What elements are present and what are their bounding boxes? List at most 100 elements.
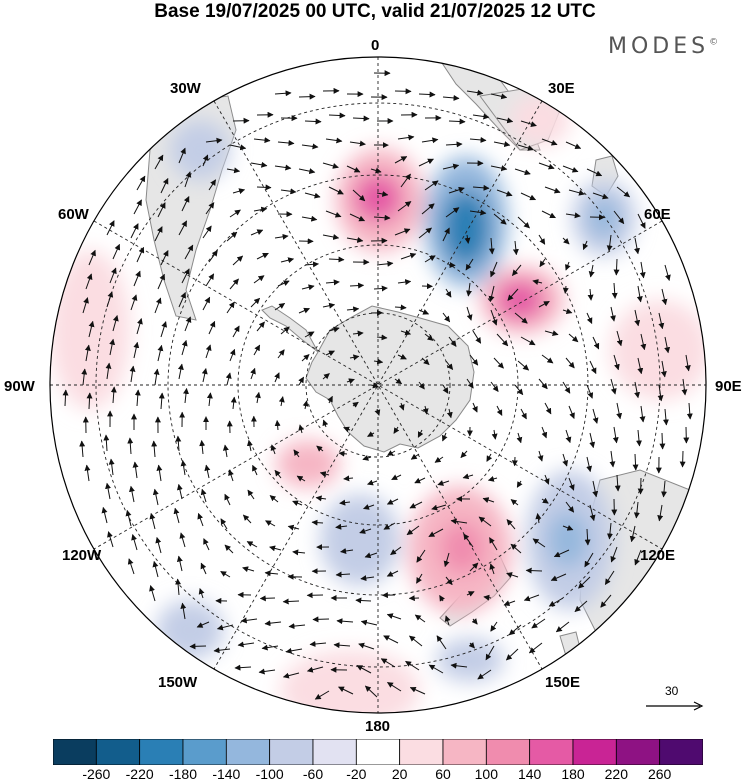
wind-arrow bbox=[201, 368, 208, 383]
wind-arrow bbox=[229, 348, 236, 362]
wind-arrow bbox=[274, 420, 281, 431]
wind-arrow bbox=[592, 408, 599, 424]
wind-arrow bbox=[367, 479, 378, 486]
wind-arrow bbox=[349, 354, 360, 361]
colorbar-tick-label: 220 bbox=[604, 766, 629, 782]
reference-vector-label: 30 bbox=[665, 684, 679, 698]
wind-arrow bbox=[541, 426, 548, 439]
wind-arrow bbox=[538, 234, 546, 245]
longitude-label: 180 bbox=[365, 718, 391, 735]
wind-arrow bbox=[256, 184, 272, 191]
wind-arrow bbox=[277, 140, 295, 146]
wind-arrow bbox=[541, 138, 558, 146]
wind-arrow bbox=[538, 378, 548, 390]
wind-arrow bbox=[394, 378, 403, 385]
wind-arrow bbox=[325, 137, 343, 144]
colorbar-tick-label: 20 bbox=[391, 766, 408, 782]
colorbar-swatch bbox=[399, 739, 444, 765]
wind-arrow bbox=[442, 94, 460, 101]
negative-anomaly bbox=[436, 638, 504, 682]
wind-arrow bbox=[149, 512, 156, 530]
wind-arrow bbox=[325, 210, 342, 218]
wind-arrow bbox=[445, 360, 454, 370]
wind-arrow bbox=[242, 566, 255, 573]
wind-arrow bbox=[589, 432, 596, 449]
wind-arrow bbox=[469, 136, 487, 143]
wind-arrow bbox=[226, 301, 235, 314]
wind-arrow bbox=[489, 563, 496, 575]
wind-arrow bbox=[296, 475, 306, 482]
wind-arrow bbox=[517, 144, 534, 151]
wind-arrow bbox=[442, 163, 460, 170]
wind-arrow bbox=[327, 395, 333, 404]
wind-arrow bbox=[264, 570, 279, 577]
wind-arrow bbox=[79, 440, 86, 458]
wind-arrow bbox=[380, 658, 396, 668]
wind-arrow bbox=[565, 212, 581, 219]
graticule bbox=[50, 57, 706, 713]
wind-arrow bbox=[301, 215, 318, 222]
positive-anomaly bbox=[510, 94, 570, 146]
longitude-label: 60W bbox=[58, 206, 89, 223]
wind-arrow bbox=[636, 429, 642, 447]
wind-arrow bbox=[520, 408, 527, 420]
colorbar-tick-label: 180 bbox=[561, 766, 585, 782]
wind-arrow bbox=[414, 614, 426, 623]
positive-anomaly bbox=[440, 522, 484, 574]
wind-arrow bbox=[496, 333, 509, 347]
wind-arrow bbox=[610, 546, 618, 563]
wind-arrow bbox=[469, 354, 479, 366]
wind-arrow bbox=[105, 362, 112, 380]
wind-arrow bbox=[441, 432, 448, 442]
wind-arrow bbox=[253, 344, 261, 356]
right-arrow-icon bbox=[646, 701, 704, 711]
wind-arrow bbox=[391, 474, 402, 481]
wind-arrow bbox=[253, 137, 271, 144]
wind-arrow bbox=[510, 499, 519, 506]
wind-arrow bbox=[493, 357, 504, 369]
wind-arrow bbox=[491, 429, 498, 440]
wind-arrow bbox=[274, 469, 282, 479]
wind-arrow bbox=[634, 309, 641, 327]
wind-arrow bbox=[488, 285, 495, 303]
wind-arrow bbox=[256, 321, 265, 332]
wind-arrow bbox=[517, 360, 530, 371]
map-title: Base 19/07/2025 00 UTC, valid 21/07/2025… bbox=[154, 1, 596, 22]
colorbar-tick-label: -20 bbox=[346, 766, 367, 782]
wind-arrow bbox=[416, 549, 426, 563]
wind-arrow bbox=[450, 518, 468, 525]
wind-arrow bbox=[127, 558, 135, 575]
wind-arrow bbox=[340, 548, 354, 554]
wind-arrow bbox=[523, 594, 540, 602]
wind-arrow bbox=[490, 165, 508, 172]
colorbar-tick-label: 140 bbox=[517, 766, 542, 782]
wind-arrow bbox=[448, 336, 457, 347]
wind-arrow bbox=[568, 405, 575, 419]
wind-arrow bbox=[483, 594, 492, 601]
wind-arrow bbox=[418, 227, 432, 239]
wind-arrow bbox=[339, 499, 351, 506]
wind-arrow bbox=[229, 278, 239, 290]
wind-arrow bbox=[181, 196, 190, 212]
wind-arrow bbox=[178, 220, 188, 236]
wind-arrow bbox=[325, 279, 340, 286]
wind-arrow bbox=[203, 538, 210, 551]
wind-arrow bbox=[436, 635, 447, 650]
wind-arrow bbox=[220, 518, 228, 530]
negative-anomaly bbox=[156, 600, 224, 660]
wind-arrow bbox=[568, 189, 585, 196]
wind-arrow bbox=[613, 210, 625, 225]
brand-logo: MODES© bbox=[608, 34, 718, 59]
wind-arrow bbox=[613, 258, 620, 276]
wind-arrow bbox=[376, 260, 394, 267]
wind-arrow bbox=[416, 573, 423, 584]
wind-arrow bbox=[322, 302, 336, 309]
wind-arrow bbox=[418, 158, 434, 167]
wind-arrow bbox=[280, 326, 290, 335]
colorbar-swatch bbox=[442, 739, 487, 765]
wind-arrow bbox=[287, 524, 300, 531]
longitude-label: 150E bbox=[545, 674, 581, 691]
wind-arrow bbox=[225, 372, 232, 386]
wind-arrow bbox=[152, 560, 159, 578]
